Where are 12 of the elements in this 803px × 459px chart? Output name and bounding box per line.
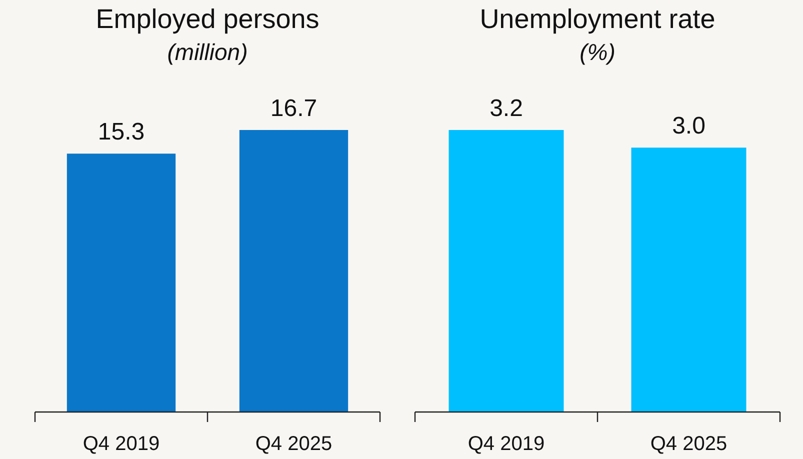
chart-subtitle: (%) [580,39,616,65]
data-label: 3.2 [490,95,523,122]
data-label: 16.7 [270,95,318,122]
x-tick-label: Q4 2019 [468,433,545,455]
chart-title: Unemployment rate [480,4,716,34]
x-tick-label: Q4 2019 [82,433,160,455]
data-label: 15.3 [98,118,145,146]
data-label: 3.0 [672,112,706,140]
x-tick-label: Q4 2025 [255,433,332,455]
x-tick-label: Q4 2025 [650,433,728,455]
chart-title: Employed persons [96,4,320,34]
chart-subtitle: (million) [167,39,248,65]
